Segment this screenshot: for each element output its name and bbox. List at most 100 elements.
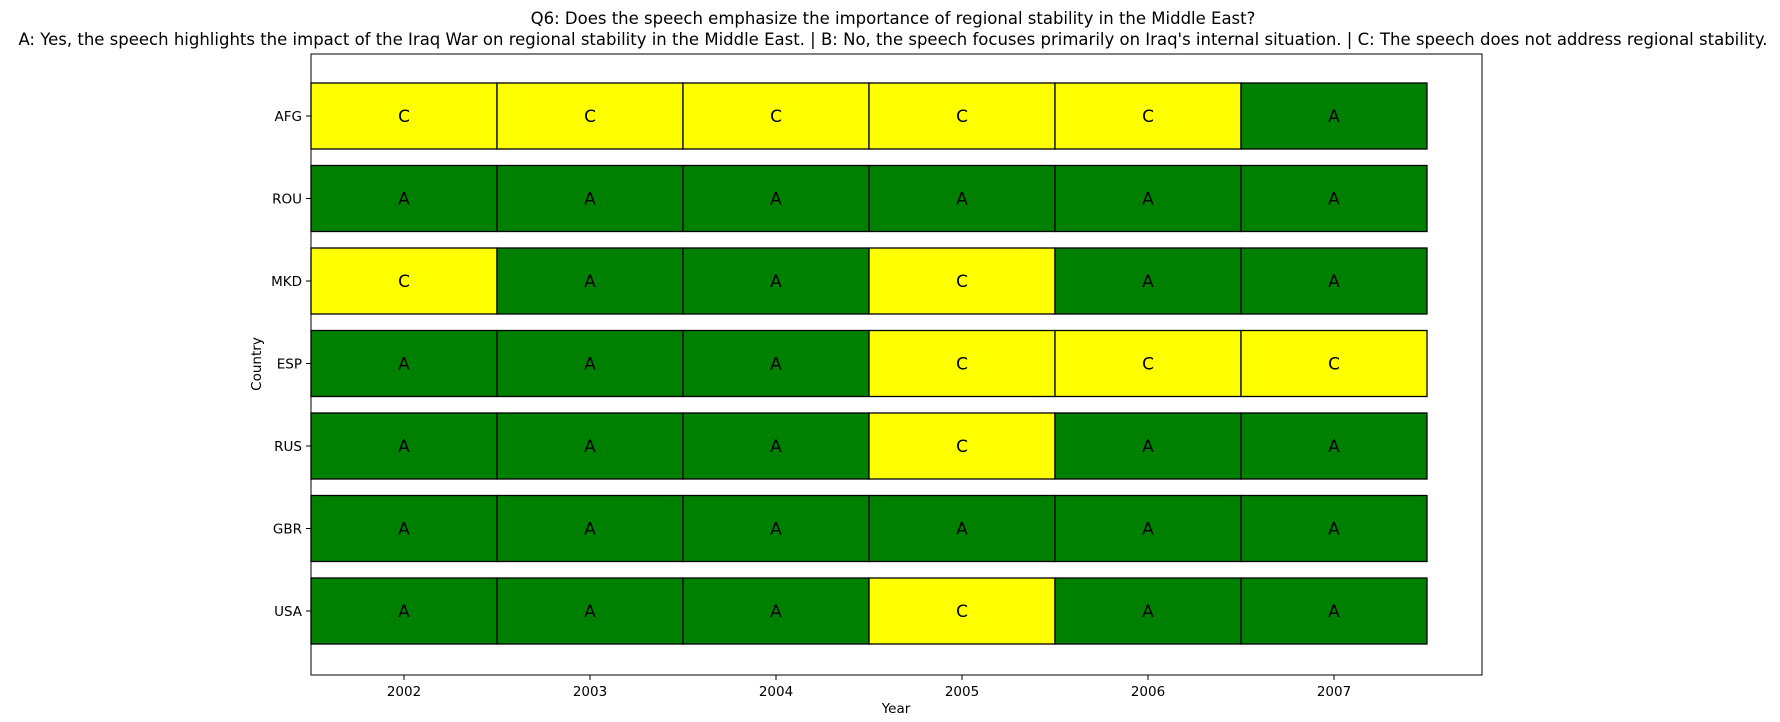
cell-label: A (398, 190, 410, 210)
cell-gbr-2005 (868, 494, 1056, 563)
cell-usa-2006 (1054, 577, 1242, 645)
cell-esp-2003 (496, 329, 684, 398)
cell-label: A (1142, 437, 1154, 457)
x-tick-label: 2003 (573, 684, 607, 700)
cell-mkd-2002 (310, 247, 498, 315)
cell-label: A (584, 437, 596, 457)
y-axis-label: Country (249, 337, 265, 391)
cell-rus-2004 (682, 412, 870, 480)
cell-label: A (1142, 520, 1154, 540)
cell-label: A (1328, 437, 1340, 457)
cell-label: C (1328, 355, 1340, 375)
cell-label: A (584, 602, 596, 622)
cell-label: C (1142, 107, 1154, 127)
cell-afg-2004 (682, 82, 870, 150)
cell-gbr-2006 (1054, 494, 1242, 563)
cell-mkd-2005 (868, 247, 1056, 315)
cell-usa-2007 (1240, 577, 1428, 645)
cell-mkd-2007 (1240, 247, 1428, 315)
cell-label: A (770, 190, 782, 210)
cell-label: C (956, 437, 968, 457)
cell-rou-2002 (310, 164, 498, 233)
cell-rus-2007 (1240, 412, 1428, 480)
cell-usa-2005 (868, 577, 1056, 645)
cell-label: A (770, 355, 782, 375)
cell-gbr-2007 (1240, 494, 1428, 563)
y-tick-label: GBR (273, 522, 302, 538)
cell-esp-2004 (682, 329, 870, 398)
cell-label: C (398, 272, 410, 292)
cell-label: A (1142, 602, 1154, 622)
y-tick-label: MKD (271, 274, 302, 290)
x-tick-label: 2007 (1317, 684, 1351, 700)
cell-label: A (770, 272, 782, 292)
cell-label: C (398, 107, 410, 127)
cell-label: A (770, 437, 782, 457)
cell-label: A (770, 520, 782, 540)
cell-label: C (956, 355, 968, 375)
cell-esp-2005 (868, 329, 1056, 398)
x-tick-label: 2004 (759, 684, 793, 700)
cell-label: C (584, 107, 596, 127)
cell-label: C (956, 107, 968, 127)
cell-afg-2002 (310, 82, 498, 150)
cell-label: A (1328, 272, 1340, 292)
cell-rus-2006 (1054, 412, 1242, 480)
cell-label: A (770, 602, 782, 622)
cell-rou-2006 (1054, 164, 1242, 233)
heatmap-cells: A A A C A A A A A A A A A A A C A A A A A C C C C A A C A A A A A A A A C C C C… (310, 82, 1428, 645)
y-tick-label: ROU (272, 192, 302, 208)
cell-label: A (398, 520, 410, 540)
y-tick-label: USA (274, 604, 303, 620)
cell-label: A (956, 520, 968, 540)
cell-label: A (398, 437, 410, 457)
cell-label: A (584, 272, 596, 292)
cell-label: A (584, 190, 596, 210)
cell-label: A (584, 355, 596, 375)
cell-label: A (1328, 520, 1340, 540)
cell-label: A (1142, 190, 1154, 210)
y-tick-label: ESP (277, 357, 302, 373)
cell-usa-2003 (496, 577, 684, 645)
chart-subtitle: A: Yes, the speech highlights the impact… (18, 30, 1767, 49)
cell-label: C (1142, 355, 1154, 375)
y-tick-label: AFG (275, 109, 302, 125)
cell-label: A (1328, 107, 1340, 127)
cell-afg-2006 (1054, 82, 1242, 150)
cell-gbr-2004 (682, 494, 870, 563)
cell-label: A (1328, 190, 1340, 210)
cell-label: A (584, 520, 596, 540)
cell-rus-2005 (868, 412, 1056, 480)
cell-esp-2002 (310, 329, 498, 398)
cell-rus-2002 (310, 412, 498, 480)
cell-label: A (398, 355, 410, 375)
cell-label: A (398, 602, 410, 622)
chart-title: Q6: Does the speech emphasize the import… (531, 9, 1256, 28)
cell-label: C (956, 272, 968, 292)
cell-mkd-2006 (1054, 247, 1242, 315)
cell-rus-2003 (496, 412, 684, 480)
x-tick-label: 2005 (945, 684, 979, 700)
y-axis-ticks: USA GBR RUS ESP MKD ROU AFG (271, 109, 311, 620)
cell-mkd-2003 (496, 247, 684, 315)
cell-label: A (1142, 272, 1154, 292)
cell-afg-2005 (868, 82, 1056, 150)
cell-usa-2002 (310, 577, 498, 645)
cell-esp-2006 (1054, 329, 1242, 398)
cell-label: C (770, 107, 782, 127)
cell-afg-2007 (1240, 82, 1428, 150)
cell-label: A (1328, 602, 1340, 622)
x-tick-label: 2006 (1131, 684, 1165, 700)
cell-rou-2003 (496, 164, 684, 233)
x-axis-label: Year (881, 701, 911, 717)
cell-rou-2007 (1240, 164, 1428, 233)
cell-mkd-2004 (682, 247, 870, 315)
y-tick-label: RUS (274, 439, 302, 455)
cell-esp-2007 (1240, 329, 1428, 398)
cell-label: A (956, 190, 968, 210)
x-axis-ticks: 2002 2003 2004 2005 2006 2007 (387, 675, 1351, 700)
cell-label: C (956, 602, 968, 622)
x-tick-label: 2002 (387, 684, 421, 700)
cell-gbr-2003 (496, 494, 684, 563)
